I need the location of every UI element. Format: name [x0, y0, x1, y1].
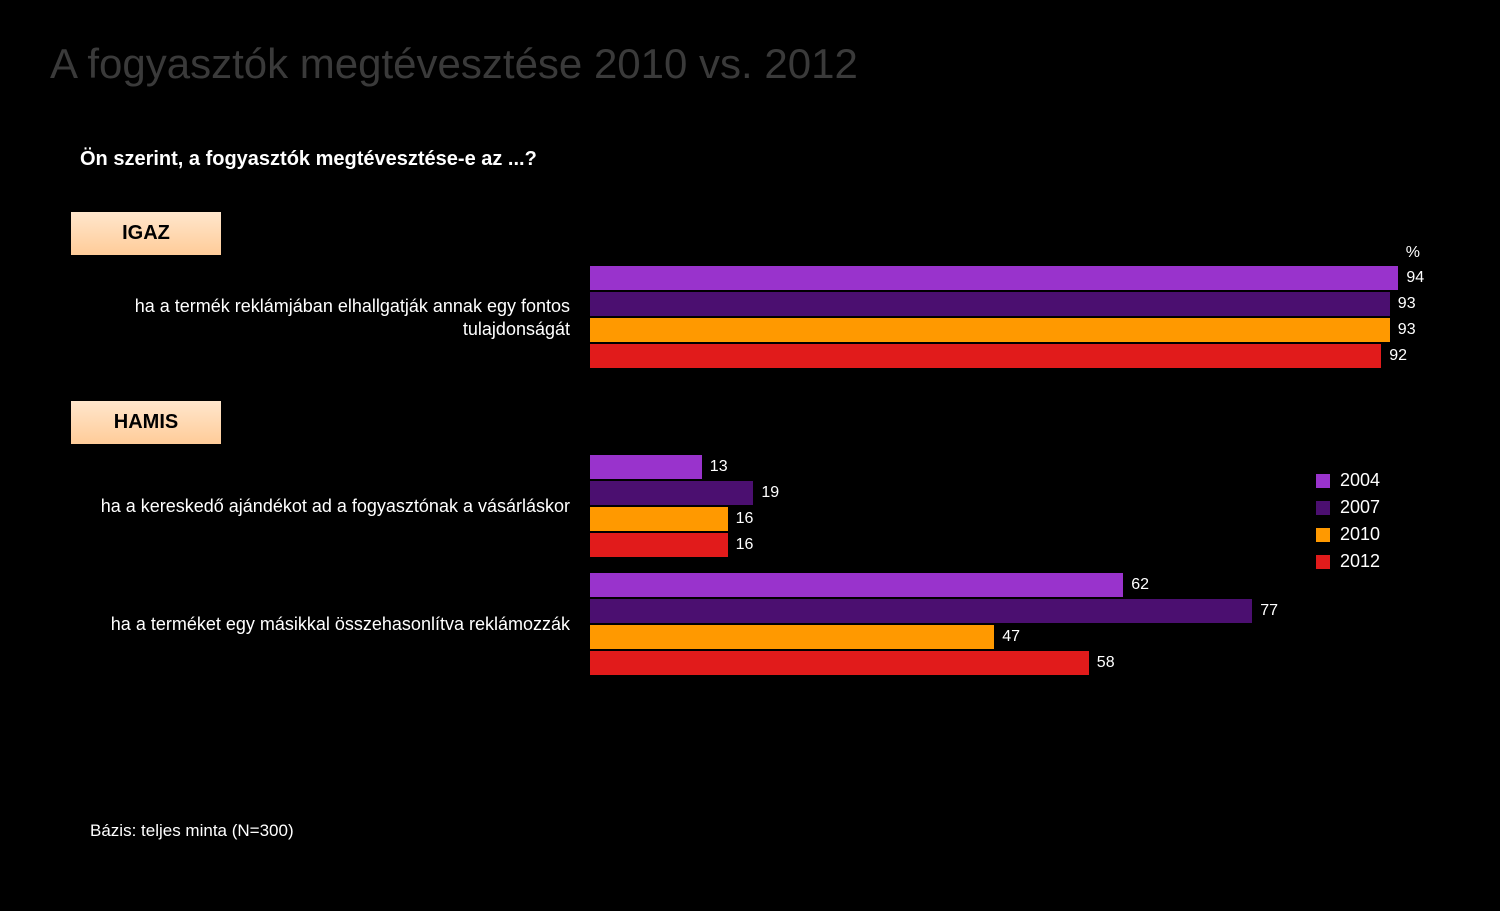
bar: [590, 507, 728, 531]
legend-label: 2010: [1340, 524, 1380, 545]
legend-swatch: [1316, 474, 1330, 488]
row-label: ha a termék reklámjában elhallgatják ann…: [50, 295, 590, 342]
bar: [590, 344, 1381, 368]
bar-line: 77: [590, 599, 1450, 623]
percent-label: %: [1406, 244, 1420, 262]
bar-value: 77: [1260, 602, 1278, 620]
bars-container: 62 77 47 58: [590, 573, 1450, 677]
bar-line: 94: [590, 266, 1450, 290]
bar-value: 58: [1097, 654, 1115, 672]
legend-item: 2004: [1316, 470, 1380, 491]
true-section: IGAZ % ha a termék reklámjában elhallgat…: [50, 211, 1450, 370]
bar-line: 93: [590, 318, 1450, 342]
legend-label: 2012: [1340, 551, 1380, 572]
legend-label: 2007: [1340, 497, 1380, 518]
chart-row-group: ha a termék reklámjában elhallgatják ann…: [50, 266, 1450, 370]
bar-line: 93: [590, 292, 1450, 316]
bar-line: 47: [590, 625, 1450, 649]
legend-item: 2012: [1316, 551, 1380, 572]
legend-item: 2010: [1316, 524, 1380, 545]
row-label: ha a kereskedő ajándékot ad a fogyasztón…: [50, 495, 590, 518]
bar: [590, 481, 753, 505]
legend-swatch: [1316, 528, 1330, 542]
false-badge: HAMIS: [70, 400, 222, 445]
bar-value: 62: [1131, 576, 1149, 594]
false-chart-area: ha a kereskedő ajándékot ad a fogyasztón…: [50, 455, 1450, 677]
bar: [590, 292, 1390, 316]
bar: [590, 599, 1252, 623]
true-chart-area: % ha a termék reklámjában elhallgatják a…: [50, 266, 1450, 370]
bars-container: 94 93 93 92: [590, 266, 1450, 370]
bar: [590, 318, 1390, 342]
legend-swatch: [1316, 555, 1330, 569]
bar-value: 93: [1398, 321, 1416, 339]
bar-line: 58: [590, 651, 1450, 675]
slide: A fogyasztók megtévesztése 2010 vs. 2012…: [0, 0, 1500, 911]
legend: 2004 2007 2010 2012: [1316, 470, 1380, 578]
legend-label: 2004: [1340, 470, 1380, 491]
bar: [590, 651, 1089, 675]
bar-value: 92: [1389, 347, 1407, 365]
bar-value: 47: [1002, 628, 1020, 646]
bar-value: 16: [736, 510, 754, 528]
bar-value: 94: [1406, 269, 1424, 287]
bar: [590, 455, 702, 479]
bar-value: 16: [736, 536, 754, 554]
row-label: ha a terméket egy másikkal összehasonlít…: [50, 613, 590, 636]
chart-row-group: ha a kereskedő ajándékot ad a fogyasztón…: [50, 455, 1450, 559]
slide-title: A fogyasztók megtévesztése 2010 vs. 2012: [50, 40, 1450, 88]
legend-swatch: [1316, 501, 1330, 515]
legend-item: 2007: [1316, 497, 1380, 518]
bar-line: 92: [590, 344, 1450, 368]
chart-row-group: ha a terméket egy másikkal összehasonlít…: [50, 573, 1450, 677]
bar-value: 19: [761, 484, 779, 502]
bar: [590, 266, 1398, 290]
footnote: Bázis: teljes minta (N=300): [90, 821, 294, 841]
false-section: HAMIS ha a kereskedő ajándékot ad a fogy…: [50, 400, 1450, 677]
bar-value: 13: [710, 458, 728, 476]
bar-value: 93: [1398, 295, 1416, 313]
true-badge: IGAZ: [70, 211, 222, 256]
bar: [590, 533, 728, 557]
question-text: Ön szerint, a fogyasztók megtévesztése-e…: [80, 148, 1450, 171]
bar: [590, 625, 994, 649]
bar: [590, 573, 1123, 597]
